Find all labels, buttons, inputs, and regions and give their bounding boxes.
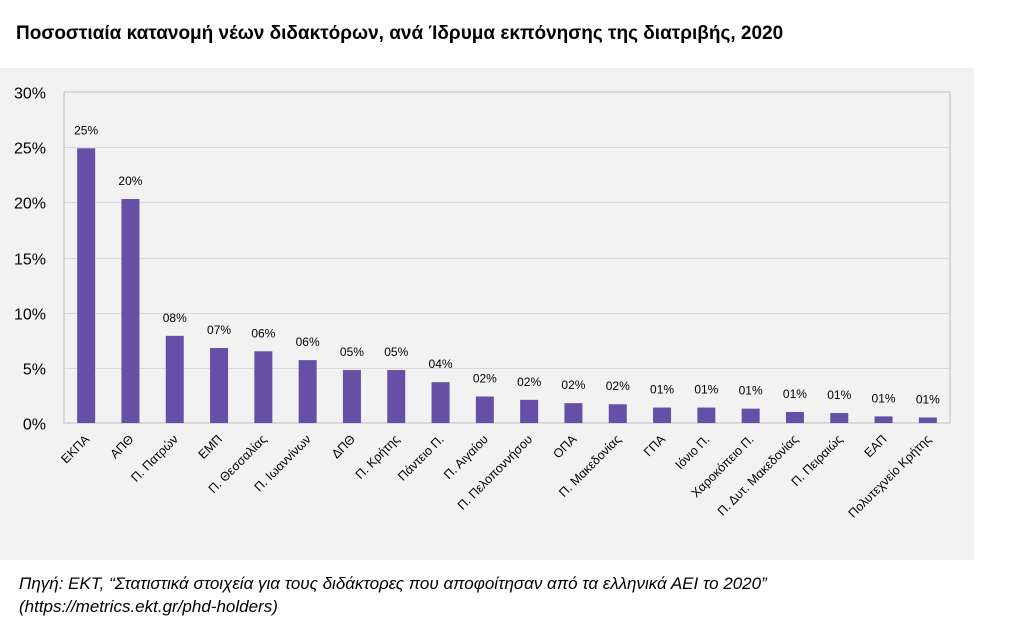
bar <box>210 347 229 423</box>
bar <box>298 360 317 423</box>
bar <box>830 413 849 423</box>
x-tick-label: Π. Πελοποννήσου <box>455 432 536 513</box>
data-label: 02% <box>517 375 541 389</box>
chart-title: Ποσοστιαία κατανομή νέων διδακτόρων, ανά… <box>16 23 784 44</box>
data-label: 05% <box>340 345 364 359</box>
data-label: 20% <box>118 174 142 188</box>
data-label: 08% <box>163 311 187 325</box>
bar <box>431 382 450 423</box>
source-text: Πηγή: ΕΚΤ, “Στατιστικά στοιχεία για τους… <box>19 574 767 593</box>
x-tick-label: Πάντειο Π. <box>395 432 446 483</box>
x-tick-label: Ιόνιο Π. <box>673 432 713 472</box>
bar <box>874 416 893 423</box>
bar <box>520 399 539 423</box>
x-tick-label: ΔΠΘ <box>329 432 358 461</box>
bar <box>741 408 760 423</box>
data-label: 02% <box>473 372 497 386</box>
data-label: 25% <box>74 123 98 137</box>
data-label: 02% <box>606 379 630 393</box>
x-tick-label: ΟΠΑ <box>551 432 581 462</box>
bar <box>608 404 627 423</box>
x-tick-label: Π. Δυτ. Μακεδονίας <box>715 432 801 518</box>
bar <box>475 396 494 423</box>
data-label: 07% <box>207 323 231 337</box>
y-tick-label: 20% <box>14 196 46 213</box>
data-label: 01% <box>694 383 718 397</box>
bar <box>653 407 672 423</box>
x-tick-label: Πολυτεχνείο Κρήτης <box>846 432 934 520</box>
data-label: 02% <box>561 378 585 392</box>
data-label: 06% <box>251 326 275 340</box>
x-tick-label: ΓΠΑ <box>641 432 669 460</box>
x-tick-label: ΕΑΠ <box>862 432 890 460</box>
data-label: 05% <box>384 345 408 359</box>
data-label: 01% <box>872 391 896 405</box>
bar <box>121 199 140 423</box>
x-tick-label: ΕΜΠ <box>196 432 226 462</box>
y-tick-label: 10% <box>14 307 46 324</box>
data-label: 01% <box>827 388 851 402</box>
plot-frame <box>63 91 951 424</box>
bar <box>697 407 716 423</box>
y-tick-label: 25% <box>14 141 46 158</box>
bar <box>165 335 184 423</box>
data-label: 01% <box>650 383 674 397</box>
x-tick-label: ΑΠΘ <box>108 432 137 461</box>
data-label: 04% <box>429 357 453 371</box>
bar <box>785 411 804 423</box>
bar-chart: 0% 5% 10% 15% 20% 25% 30% 25% ΕΚΠΑ 20% ΑΠΘ 08% Π. Πα… <box>14 86 951 521</box>
source-url: (https://metrics.ekt.gr/phd-holders) <box>19 597 278 616</box>
y-tick-label: 30% <box>14 86 46 103</box>
x-tick-label: ΕΚΠΑ <box>58 432 92 466</box>
bar <box>918 417 937 423</box>
y-tick-label: 0% <box>23 417 46 434</box>
bar <box>254 351 273 423</box>
bar <box>564 403 583 423</box>
data-label: 01% <box>783 387 807 401</box>
y-tick-label: 15% <box>14 252 46 269</box>
bar <box>342 370 361 423</box>
bar <box>77 148 96 423</box>
data-label: 01% <box>739 384 763 398</box>
chart-panel: 0% 5% 10% 15% 20% 25% 30% 25% ΕΚΠΑ 20% ΑΠΘ 08% Π. Πα… <box>0 68 974 560</box>
y-tick-label: 5% <box>23 362 46 379</box>
bar <box>387 370 406 423</box>
data-label: 06% <box>296 335 320 349</box>
source-note: Πηγή: ΕΚΤ, “Στατιστικά στοιχεία για τους… <box>19 572 767 618</box>
x-tick-label: Π. Πατρών <box>128 432 181 485</box>
data-label: 01% <box>916 392 940 406</box>
